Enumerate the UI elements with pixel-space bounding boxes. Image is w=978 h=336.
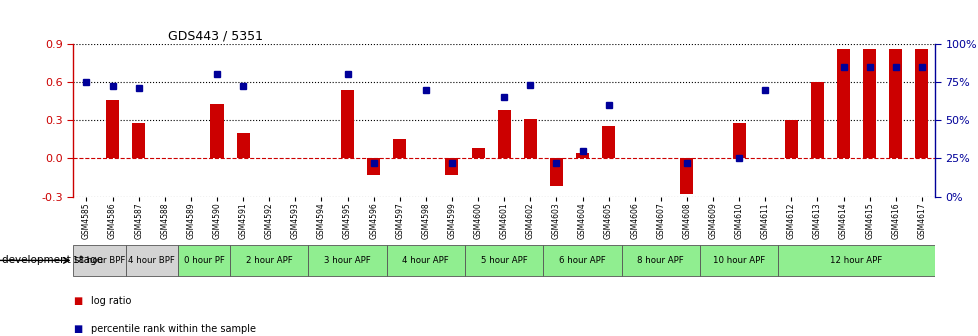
FancyBboxPatch shape — [699, 245, 778, 276]
Text: 5 hour APF: 5 hour APF — [480, 256, 527, 265]
Bar — [340, 90, 354, 158]
Bar — [680, 158, 692, 194]
Text: 6 hour APF: 6 hour APF — [558, 256, 605, 265]
FancyBboxPatch shape — [178, 245, 230, 276]
Bar — [210, 103, 223, 158]
FancyBboxPatch shape — [230, 245, 308, 276]
Bar — [237, 133, 249, 158]
FancyBboxPatch shape — [73, 245, 125, 276]
Text: ■: ■ — [73, 296, 82, 306]
Bar — [863, 49, 875, 158]
Text: ■: ■ — [73, 324, 82, 334]
Bar — [445, 158, 458, 175]
Bar — [810, 82, 823, 158]
Bar — [393, 139, 406, 158]
Bar — [601, 126, 614, 158]
Text: 8 hour APF: 8 hour APF — [637, 256, 684, 265]
Bar — [132, 123, 145, 158]
Text: log ratio: log ratio — [91, 296, 131, 306]
FancyBboxPatch shape — [543, 245, 621, 276]
Bar — [106, 100, 119, 158]
FancyBboxPatch shape — [621, 245, 699, 276]
Text: percentile rank within the sample: percentile rank within the sample — [91, 324, 256, 334]
Text: 0 hour PF: 0 hour PF — [183, 256, 224, 265]
Text: 10 hour APF: 10 hour APF — [712, 256, 765, 265]
FancyBboxPatch shape — [386, 245, 465, 276]
Bar — [367, 158, 379, 175]
FancyBboxPatch shape — [125, 245, 178, 276]
Bar — [497, 110, 511, 158]
Text: 3 hour APF: 3 hour APF — [324, 256, 371, 265]
Bar — [732, 123, 745, 158]
FancyBboxPatch shape — [778, 245, 934, 276]
Bar — [914, 49, 927, 158]
Bar — [784, 120, 797, 158]
Text: 4 hour BPF: 4 hour BPF — [128, 256, 175, 265]
FancyBboxPatch shape — [308, 245, 386, 276]
Bar — [836, 49, 849, 158]
Text: 4 hour APF: 4 hour APF — [402, 256, 449, 265]
Bar — [523, 119, 536, 158]
Bar — [471, 148, 484, 158]
Text: 2 hour APF: 2 hour APF — [245, 256, 292, 265]
FancyBboxPatch shape — [465, 245, 543, 276]
Bar — [888, 49, 902, 158]
Text: 12 hour APF: 12 hour APF — [829, 256, 882, 265]
Bar — [575, 153, 589, 158]
Bar — [550, 158, 562, 186]
Text: development stage: development stage — [2, 255, 103, 265]
Text: GDS443 / 5351: GDS443 / 5351 — [168, 30, 263, 43]
Text: 18 hour BPF: 18 hour BPF — [73, 256, 125, 265]
